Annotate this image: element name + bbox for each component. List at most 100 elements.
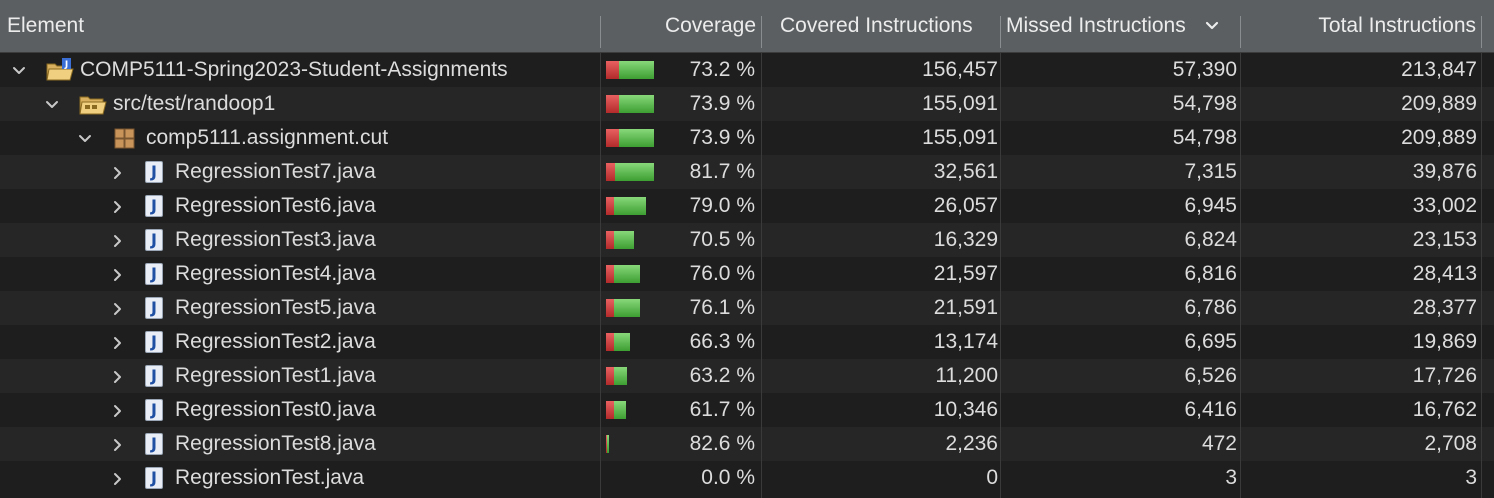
element-name: RegressionTest1.java [175, 364, 376, 387]
table-row[interactable]: J RegressionTest0.java 61.7 % 10,346 6,416 16… [0, 393, 1494, 427]
coverage-bar-covered [614, 265, 640, 283]
table-row[interactable]: J RegressionTest.java 0.0 % 0 3 3 [0, 461, 1494, 495]
coverage-percent: 76.0 % [689, 262, 755, 285]
java-file-icon: J [145, 195, 163, 217]
coverage-bar-missed [606, 401, 614, 419]
missed-instructions: 7,315 [1184, 160, 1237, 183]
missed-instructions: 6,786 [1184, 296, 1237, 319]
table-row[interactable]: J RegressionTest8.java 82.6 % 2,236 472 2,708 [0, 427, 1494, 461]
java-file-icon: J [145, 399, 163, 421]
column-divider[interactable] [1240, 16, 1241, 48]
column-header-missed[interactable]: Missed Instructions [1006, 0, 1206, 52]
total-instructions: 2,708 [1424, 432, 1477, 455]
element-name: RegressionTest2.java [175, 330, 376, 353]
chevron-right-icon[interactable] [107, 325, 127, 359]
chevron-right-icon[interactable] [107, 359, 127, 393]
covered-instructions: 155,091 [922, 126, 998, 149]
missed-instructions: 6,824 [1184, 228, 1237, 251]
chevron-right-icon[interactable] [107, 223, 127, 257]
column-divider[interactable] [761, 16, 762, 48]
java-file-icon: J [145, 331, 163, 353]
chevron-right-icon[interactable] [107, 461, 127, 495]
chevron-down-icon[interactable] [1204, 0, 1224, 52]
coverage-bar-missed [606, 129, 619, 147]
table-row[interactable]: comp5111.assignment.cut 73.9 % 155,091 54,7… [0, 121, 1494, 155]
table-row[interactable]: J RegressionTest4.java 76.0 % 21,597 6,816 28… [0, 257, 1494, 291]
covered-instructions: 21,591 [933, 296, 998, 319]
coverage-bar [606, 401, 626, 419]
chevron-right-icon[interactable] [107, 257, 127, 291]
coverage-percent: 81.7 % [689, 160, 755, 183]
table-row[interactable]: J RegressionTest7.java 81.7 % 32,561 7,315 39… [0, 155, 1494, 189]
total-instructions: 209,889 [1401, 126, 1477, 149]
element-cell: J RegressionTest5.java [0, 291, 600, 325]
table-row[interactable]: J RegressionTest1.java 63.2 % 11,200 6,526 17… [0, 359, 1494, 393]
total-instructions: 23,153 [1412, 228, 1477, 251]
coverage-percent: 76.1 % [689, 296, 755, 319]
total-instructions: 209,889 [1401, 92, 1477, 115]
coverage-bar [606, 129, 654, 147]
column-header-element[interactable]: Element [7, 0, 597, 52]
coverage-bar [606, 95, 654, 113]
coverage-bar-missed [606, 197, 614, 215]
table-row[interactable]: J RegressionTest3.java 70.5 % 16,329 6,824 23… [0, 223, 1494, 257]
column-header-coverage[interactable]: Coverage [602, 0, 756, 52]
coverage-cell: 73.9 % [601, 87, 761, 121]
coverage-bar-covered [607, 435, 609, 453]
total-instructions: 39,876 [1412, 160, 1477, 183]
coverage-bar-covered [614, 197, 646, 215]
coverage-bar [606, 435, 609, 453]
column-line [1240, 53, 1241, 498]
covered-instructions: 2,236 [945, 432, 998, 455]
total-instructions: 16,762 [1412, 398, 1477, 421]
coverage-percent: 73.9 % [689, 92, 755, 115]
coverage-bar-missed [606, 61, 619, 79]
covered-instructions: 155,091 [922, 92, 998, 115]
coverage-cell: 82.6 % [601, 427, 761, 461]
total-instructions: 213,847 [1401, 58, 1477, 81]
column-divider[interactable] [1481, 16, 1482, 48]
chevron-down-icon[interactable] [74, 121, 94, 155]
chevron-right-icon[interactable] [107, 189, 127, 223]
covered-instructions: 10,346 [933, 398, 998, 421]
coverage-cell: 70.5 % [601, 223, 761, 257]
column-header-covered[interactable]: Covered Instructions [780, 0, 998, 52]
coverage-percent: 61.7 % [689, 398, 755, 421]
table-row[interactable]: J RegressionTest2.java 66.3 % 13,174 6,695 19… [0, 325, 1494, 359]
chevron-right-icon[interactable] [107, 427, 127, 461]
column-header-element-label: Element [7, 14, 85, 37]
element-name: RegressionTest8.java [175, 432, 376, 455]
table-row[interactable]: J RegressionTest5.java 76.1 % 21,591 6,786 28… [0, 291, 1494, 325]
coverage-bar-missed [606, 299, 614, 317]
element-cell: J RegressionTest4.java [0, 257, 600, 291]
coverage-percent: 82.6 % [689, 432, 755, 455]
coverage-percent: 73.2 % [689, 58, 755, 81]
chevron-right-icon[interactable] [107, 291, 127, 325]
column-divider[interactable] [600, 16, 601, 48]
missed-instructions: 57,390 [1172, 58, 1237, 81]
chevron-right-icon[interactable] [107, 155, 127, 189]
total-instructions: 33,002 [1412, 194, 1477, 217]
element-cell: J RegressionTest7.java [0, 155, 600, 189]
covered-instructions: 32,561 [933, 160, 998, 183]
chevron-down-icon[interactable] [41, 87, 61, 121]
coverage-cell: 73.2 % [601, 53, 761, 87]
column-header-covered-label: Covered Instructions [780, 14, 973, 37]
table-row[interactable]: src/test/randoop1 73.9 % 155,091 54,798 209,… [0, 87, 1494, 121]
coverage-bar-missed [606, 435, 607, 453]
column-header-total[interactable]: Total Instructions [1242, 0, 1476, 52]
coverage-percent: 66.3 % [689, 330, 755, 353]
table-row[interactable]: J COMP5111-Spring2023-Student-Assignments… [0, 53, 1494, 87]
coverage-cell: 76.0 % [601, 257, 761, 291]
column-line [761, 53, 762, 498]
missed-instructions: 6,695 [1184, 330, 1237, 353]
column-divider[interactable] [1000, 16, 1001, 48]
table-row[interactable]: J RegressionTest6.java 79.0 % 26,057 6,945 33… [0, 189, 1494, 223]
chevron-right-icon[interactable] [107, 393, 127, 427]
chevron-down-icon[interactable] [8, 53, 28, 87]
coverage-percent: 73.9 % [689, 126, 755, 149]
coverage-cell: 76.1 % [601, 291, 761, 325]
missed-instructions: 6,416 [1184, 398, 1237, 421]
coverage-cell: 61.7 % [601, 393, 761, 427]
